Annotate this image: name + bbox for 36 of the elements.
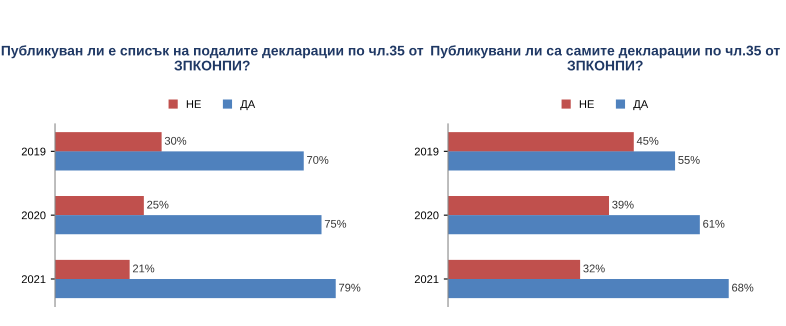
- y-tick-label: 2021: [414, 275, 438, 284]
- legend-label: НЕ: [186, 100, 201, 108]
- data-label: 61%: [703, 220, 724, 228]
- bar: [55, 260, 130, 279]
- bar: [448, 151, 676, 170]
- bar: [448, 278, 729, 298]
- data-label: 45%: [636, 136, 658, 145]
- data-label: 25%: [147, 200, 168, 209]
- legend-label: ДА: [633, 100, 648, 110]
- chart-title: Публикувани ли са самите декларации по чл.35 от ЗПКОНПИ?: [431, 45, 780, 70]
- data-label: 39%: [612, 200, 634, 209]
- y-tick-label: 2020: [22, 211, 46, 220]
- bar: [55, 132, 162, 152]
- data-label: 21%: [132, 264, 154, 272]
- y-tick-label: 2019: [22, 148, 46, 156]
- y-tick-label: 2021: [22, 275, 46, 284]
- data-label: 79%: [339, 284, 360, 292]
- y-tick-label: 2020: [414, 211, 439, 220]
- bar: [55, 196, 144, 216]
- data-label: 32%: [583, 264, 605, 272]
- legend-label: НЕ: [580, 100, 594, 108]
- data-label: 30%: [164, 136, 186, 145]
- bar: [448, 196, 610, 216]
- bar: [448, 132, 634, 152]
- legend-label: ДА: [240, 100, 256, 110]
- y-tick-label: 2019: [414, 148, 438, 156]
- chart-title: Публикуван ли е списък на подалите декларации по чл.35 от ЗПКОНПИ?: [2, 45, 424, 70]
- bar: [55, 215, 322, 234]
- bar: [448, 260, 580, 279]
- data-label: 70%: [307, 156, 328, 164]
- data-label: 75%: [324, 220, 346, 228]
- data-label: 55%: [678, 156, 700, 164]
- data-label: 68%: [732, 284, 754, 292]
- bar: [448, 215, 700, 234]
- bar: [55, 278, 336, 298]
- bar: [55, 151, 304, 170]
